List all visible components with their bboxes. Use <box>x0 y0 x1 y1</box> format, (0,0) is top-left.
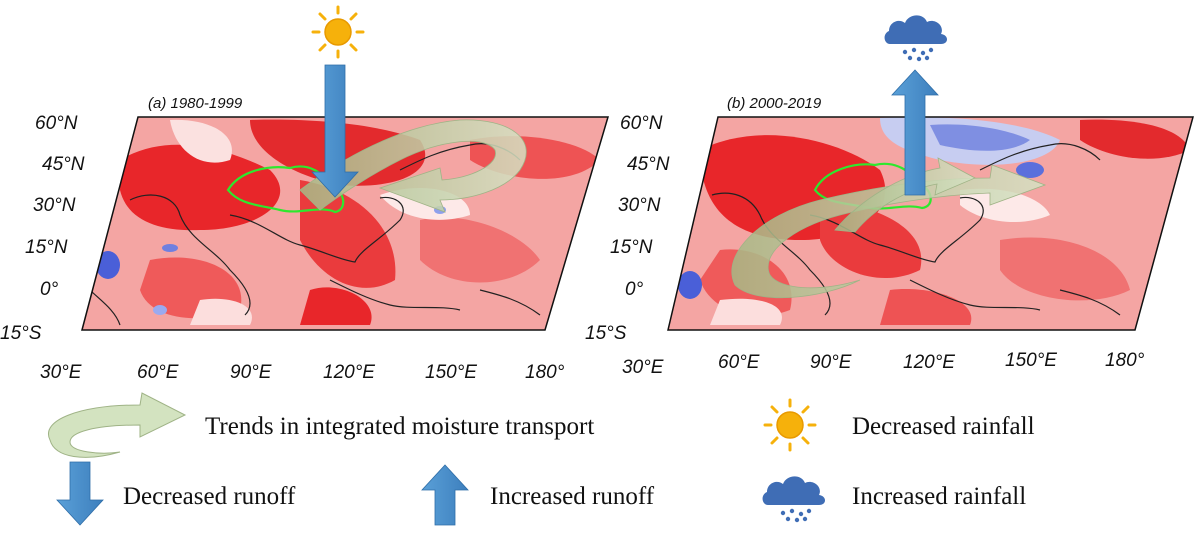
map-panel-a: (a) 1980-1999 60°N 45°N 30°N 15°N 0° 15°… <box>0 5 610 383</box>
legend <box>48 392 825 526</box>
lat-label: 30°N <box>618 195 661 216</box>
lon-label: 180° <box>525 362 565 383</box>
rain-cloud-legend-icon <box>762 476 825 523</box>
legend-label-moisture: Trends in integrated moisture transport <box>205 413 595 440</box>
panel-title-b: (b) 2000-2019 <box>727 95 822 112</box>
moisture-transport-arrow-b-inner <box>834 157 976 233</box>
legend-label-decreased-rainfall: Decreased rainfall <box>852 413 1035 440</box>
lon-label: 120°E <box>323 362 375 383</box>
moisture-transport-arrow-a <box>299 119 527 213</box>
sun-legend-icon <box>763 398 817 452</box>
panel-title-a: (a) 1980-1999 <box>148 95 243 112</box>
legend-label-increased-rainfall: Increased rainfall <box>852 483 1027 510</box>
trend-field-a <box>82 117 608 330</box>
legend-label-decreased-runoff: Decreased runoff <box>123 483 296 510</box>
lat-label: 15°N <box>25 237 68 258</box>
increased-runoff-legend-icon <box>421 464 469 526</box>
lat-label: 45°N <box>42 154 85 175</box>
lon-label: 150°E <box>425 362 477 383</box>
lat-label: 15°S <box>0 323 42 344</box>
lat-label: 15°N <box>610 237 653 258</box>
lat-label: 45°N <box>627 154 670 175</box>
trend-field-b <box>668 117 1193 330</box>
map-panel-b: (b) 2000-2019 60°N 45°N 30°N 15°N 0° 15°… <box>585 15 1194 378</box>
increased-runoff-arrow-b <box>891 69 939 196</box>
lon-label: 120°E <box>903 352 955 373</box>
lon-label: 30°E <box>622 357 664 378</box>
lat-label: 0° <box>625 279 644 300</box>
lat-label: 60°N <box>35 113 78 134</box>
lon-label: 150°E <box>1005 350 1057 371</box>
moisture-arrow-legend-icon <box>48 392 187 458</box>
legend-label-increased-runoff: Increased runoff <box>490 483 655 510</box>
lon-label: 60°E <box>718 352 760 373</box>
lon-label: 90°E <box>230 362 272 383</box>
sun-icon <box>311 5 365 59</box>
lon-label: 60°E <box>137 362 179 383</box>
lat-label: 30°N <box>33 195 76 216</box>
map-frame-b <box>667 116 1194 331</box>
lon-label: 30°E <box>40 362 82 383</box>
lon-label: 180° <box>1105 350 1145 371</box>
rain-cloud-icon <box>884 15 947 62</box>
lon-label: 90°E <box>810 352 852 373</box>
lat-label: 0° <box>40 279 59 300</box>
lat-label: 60°N <box>620 113 663 134</box>
lat-label: 15°S <box>585 323 627 344</box>
decreased-runoff-legend-icon <box>56 461 104 526</box>
map-frame-a <box>81 116 610 331</box>
decreased-runoff-arrow-a <box>311 64 359 198</box>
basin-outline-a <box>226 165 345 214</box>
